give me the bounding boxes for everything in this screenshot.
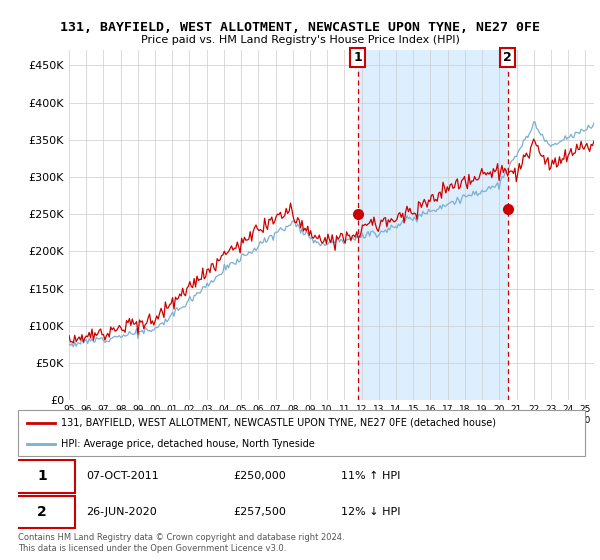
Text: 131, BAYFIELD, WEST ALLOTMENT, NEWCASTLE UPON TYNE, NE27 0FE: 131, BAYFIELD, WEST ALLOTMENT, NEWCASTLE…: [60, 21, 540, 34]
Text: 1: 1: [37, 469, 47, 483]
Text: Price paid vs. HM Land Registry's House Price Index (HPI): Price paid vs. HM Land Registry's House …: [140, 35, 460, 45]
Text: 131, BAYFIELD, WEST ALLOTMENT, NEWCASTLE UPON TYNE, NE27 0FE (detached house): 131, BAYFIELD, WEST ALLOTMENT, NEWCASTLE…: [61, 418, 496, 428]
Text: Contains HM Land Registry data © Crown copyright and database right 2024.
This d: Contains HM Land Registry data © Crown c…: [18, 533, 344, 553]
FancyBboxPatch shape: [18, 410, 585, 456]
FancyBboxPatch shape: [10, 460, 74, 493]
Text: £257,500: £257,500: [233, 507, 286, 516]
Text: 12% ↓ HPI: 12% ↓ HPI: [341, 507, 401, 516]
Text: 11% ↑ HPI: 11% ↑ HPI: [341, 472, 401, 481]
FancyBboxPatch shape: [10, 496, 74, 528]
Text: 2: 2: [37, 505, 47, 519]
Text: 2: 2: [503, 52, 512, 64]
Text: 1: 1: [353, 52, 362, 64]
Bar: [358, 50, 508, 400]
Text: HPI: Average price, detached house, North Tyneside: HPI: Average price, detached house, Nort…: [61, 439, 314, 449]
Text: 26-JUN-2020: 26-JUN-2020: [86, 507, 157, 516]
Text: £250,000: £250,000: [233, 472, 286, 481]
Text: 07-OCT-2011: 07-OCT-2011: [86, 472, 159, 481]
